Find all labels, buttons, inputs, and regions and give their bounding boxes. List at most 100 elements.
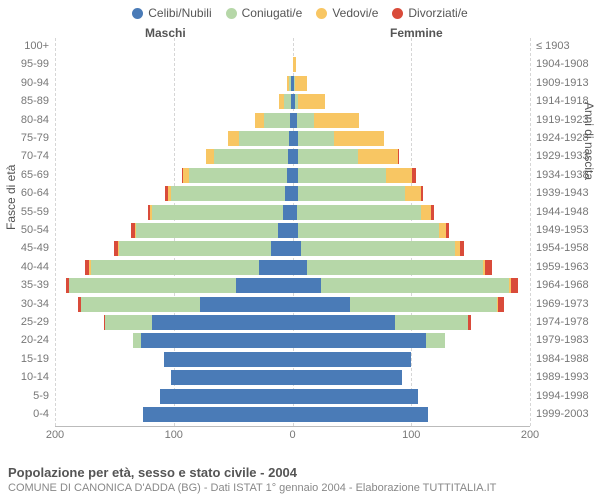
bar-segment (259, 260, 292, 275)
y-axis-title-left: Fasce di età (4, 165, 18, 230)
age-row: 75-791924-1928 (55, 130, 530, 148)
bar-segment (334, 131, 384, 146)
bar-segment (152, 205, 283, 220)
legend-swatch (132, 8, 143, 19)
male-bar (206, 149, 293, 164)
bar-segment (293, 260, 307, 275)
male-bar (78, 297, 293, 312)
plot-area: 2001000100200100+≤ 190395-991904-190890-… (55, 38, 530, 427)
bar-segment (298, 168, 386, 183)
legend-swatch (392, 8, 403, 19)
male-bar (85, 260, 293, 275)
bar-segment (511, 278, 518, 293)
bar-segment (200, 297, 293, 312)
female-bar (293, 186, 424, 201)
birth-year-label: 1914-1918 (530, 95, 589, 107)
legend-label: Vedovi/e (332, 6, 378, 20)
birth-year-label: 1924-1928 (530, 132, 589, 144)
female-bar (293, 113, 360, 128)
age-row: 20-241979-1983 (55, 332, 530, 350)
age-row: 80-841919-1923 (55, 112, 530, 130)
age-label: 85-89 (21, 95, 55, 107)
chart-title: Popolazione per età, sesso e stato civil… (8, 465, 496, 480)
bar-segment (285, 186, 292, 201)
age-row: 10-141989-1993 (55, 369, 530, 387)
age-row: 45-491954-1958 (55, 240, 530, 258)
x-tick-label: 100 (165, 426, 183, 441)
bar-segment (206, 149, 214, 164)
birth-year-label: 1959-1963 (530, 261, 589, 273)
bar-segment (293, 407, 428, 422)
bar-segment (189, 168, 286, 183)
x-tick-label: 200 (521, 426, 539, 441)
age-row: 85-891914-1918 (55, 93, 530, 111)
bar-segment (133, 333, 140, 348)
birth-year-label: 1964-1968 (530, 279, 589, 291)
bar-segment (236, 278, 293, 293)
age-label: 100+ (24, 40, 55, 52)
bar-segment (91, 260, 260, 275)
population-pyramid-chart: Celibi/NubiliConiugati/eVedovi/eDivorzia… (0, 0, 600, 500)
bar-segment (271, 241, 292, 256)
birth-year-label: 1994-1998 (530, 390, 589, 402)
age-label: 0-4 (33, 408, 55, 420)
age-row: 0-41999-2003 (55, 406, 530, 424)
bar-segment (143, 407, 293, 422)
bar-segment (264, 113, 290, 128)
birth-year-label: 1944-1948 (530, 206, 589, 218)
bar-segment (295, 76, 307, 91)
bar-segment (293, 315, 395, 330)
bar-segment (293, 57, 297, 72)
male-bar (66, 278, 293, 293)
age-row: 70-741929-1933 (55, 148, 530, 166)
birth-year-label: 1979-1983 (530, 334, 589, 346)
female-bar (293, 352, 412, 367)
bar-segment (426, 333, 445, 348)
age-label: 5-9 (33, 390, 55, 402)
legend-swatch (316, 8, 327, 19)
bar-segment (214, 149, 288, 164)
bar-segment (446, 223, 450, 238)
bar-segment (298, 223, 438, 238)
age-label: 25-29 (21, 316, 55, 328)
bar-segment (81, 297, 200, 312)
male-bar (164, 352, 292, 367)
birth-year-label: 1929-1933 (530, 150, 589, 162)
bar-segment (350, 297, 497, 312)
y-axis-title-right: Anni di nascita (582, 102, 596, 180)
bar-segment (293, 389, 419, 404)
bar-segment (119, 241, 271, 256)
bar-segment (298, 186, 405, 201)
bar-segment (228, 131, 239, 146)
legend-swatch (226, 8, 237, 19)
legend: Celibi/NubiliConiugati/eVedovi/eDivorzia… (0, 0, 600, 20)
male-bar (171, 370, 292, 385)
birth-year-label: 1909-1913 (530, 77, 589, 89)
male-bar (228, 131, 292, 146)
bar-segment (439, 223, 446, 238)
bar-segment (412, 168, 416, 183)
birth-year-label: 1934-1938 (530, 169, 589, 181)
male-bar (182, 168, 292, 183)
legend-item: Divorziati/e (392, 6, 467, 20)
bar-segment (307, 260, 483, 275)
bar-segment (136, 223, 279, 238)
female-bar (293, 407, 428, 422)
x-tick-label: 100 (402, 426, 420, 441)
bar-segment (498, 297, 504, 312)
bar-segment (278, 223, 292, 238)
female-bar (293, 76, 307, 91)
age-label: 15-19 (21, 353, 55, 365)
bar-segment (293, 241, 301, 256)
chart-subtitle: COMUNE DI CANONICA D'ADDA (BG) - Dati IS… (8, 482, 496, 494)
male-bar (160, 389, 293, 404)
male-bar (148, 205, 293, 220)
birth-year-label: 1984-1988 (530, 353, 589, 365)
age-row: 90-941909-1913 (55, 75, 530, 93)
legend-label: Celibi/Nubili (148, 6, 211, 20)
age-label: 55-59 (21, 206, 55, 218)
age-label: 90-94 (21, 77, 55, 89)
male-bar (104, 315, 293, 330)
bar-segment (297, 113, 314, 128)
bar-segment (386, 168, 412, 183)
